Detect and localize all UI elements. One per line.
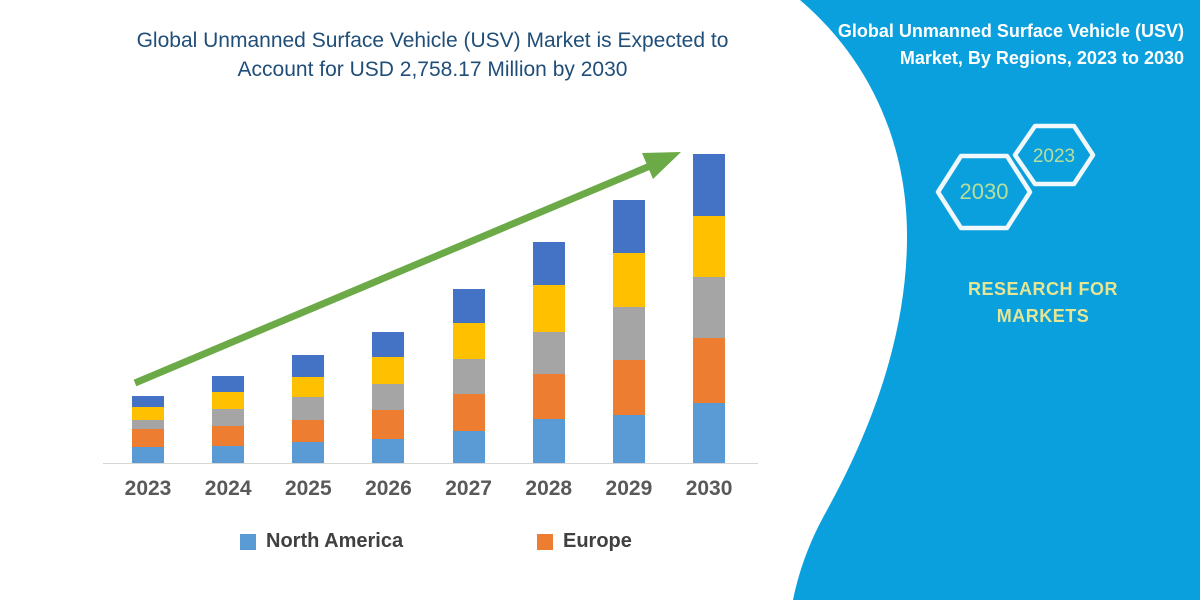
bar-2029 <box>612 199 645 463</box>
segment-europe-2024 <box>212 425 245 446</box>
segment-north-america-2028 <box>532 418 565 463</box>
segment-unlabeled-dark-blue-2025 <box>292 355 325 378</box>
segment-europe-2029 <box>612 360 645 416</box>
x-label-2023: 2023 <box>124 477 172 500</box>
x-label-2025: 2025 <box>284 477 332 500</box>
segment-unlabeled-gray-2024 <box>212 408 245 426</box>
segment-unlabeled-gray-2027 <box>452 359 485 394</box>
brand-line2: MARKETS <box>996 306 1090 326</box>
segment-unlabeled-yellow-2030 <box>693 215 726 277</box>
segment-unlabeled-gray-2023 <box>132 419 164 429</box>
segment-europe-2030 <box>693 337 726 403</box>
segment-unlabeled-gray-2025 <box>292 397 325 421</box>
chart-title-line2: Account for USD 2,758.17 Million by 2030 <box>237 58 628 81</box>
hexagon-2023 <box>1012 123 1096 187</box>
legend-swatch-north-america <box>240 533 256 550</box>
hexagon-2030-label: 2030 <box>960 179 1009 204</box>
x-label-2030: 2030 <box>685 477 733 500</box>
side-panel-title-line1: Global Unmanned Surface Vehicle (USV) <box>837 21 1184 41</box>
segment-north-america-2023 <box>132 446 164 463</box>
brand-line1: RESEARCH FOR <box>967 279 1118 299</box>
segment-unlabeled-yellow-2023 <box>132 406 164 420</box>
x-axis-line <box>103 463 758 464</box>
x-label-2026: 2026 <box>365 477 412 500</box>
segment-unlabeled-dark-blue-2027 <box>452 289 485 324</box>
x-axis-labels: 2023 2024 2025 2026 2027 2028 2029 2030 <box>0 477 1200 503</box>
x-label-2029: 2029 <box>605 477 653 500</box>
segment-europe-2023 <box>132 428 164 447</box>
bar-2025 <box>292 355 325 463</box>
segment-north-america-2026 <box>372 439 405 463</box>
segment-unlabeled-dark-blue-2024 <box>212 375 245 392</box>
legend-item-europe: Europe <box>537 530 632 553</box>
legend: North America Europe <box>0 530 1200 554</box>
segment-unlabeled-dark-blue-2029 <box>612 199 645 253</box>
segment-unlabeled-yellow-2026 <box>372 356 405 384</box>
segment-europe-2027 <box>452 393 485 431</box>
segment-unlabeled-yellow-2025 <box>292 377 325 398</box>
hexagon-2030 <box>935 153 1033 231</box>
segment-north-america-2029 <box>612 415 645 463</box>
segment-unlabeled-dark-blue-2023 <box>132 396 164 407</box>
segment-unlabeled-gray-2030 <box>693 276 726 338</box>
segment-unlabeled-dark-blue-2026 <box>372 331 405 357</box>
segment-north-america-2027 <box>452 430 485 463</box>
x-label-2028: 2028 <box>525 477 573 500</box>
segment-unlabeled-yellow-2027 <box>452 323 485 359</box>
segment-unlabeled-gray-2029 <box>612 306 645 360</box>
hexagon-2023-label: 2023 <box>1033 146 1075 167</box>
segment-unlabeled-dark-blue-2030 <box>693 153 726 216</box>
segment-unlabeled-gray-2028 <box>532 331 565 374</box>
segment-unlabeled-yellow-2029 <box>612 252 645 307</box>
segment-unlabeled-dark-blue-2028 <box>532 241 565 285</box>
segment-unlabeled-yellow-2028 <box>532 284 565 332</box>
side-panel-title-line2: Market, By Regions, 2023 to 2030 <box>899 48 1184 68</box>
segment-north-america-2030 <box>693 402 726 463</box>
x-label-2027: 2027 <box>445 477 492 500</box>
x-label-2024: 2024 <box>204 477 252 500</box>
bar-2028 <box>532 241 565 463</box>
chart-title: Global Unmanned Surface Vehicle (USV) Ma… <box>105 26 760 84</box>
segment-europe-2028 <box>532 373 565 419</box>
segment-unlabeled-yellow-2024 <box>212 391 245 409</box>
segment-north-america-2025 <box>292 442 325 463</box>
bar-2030 <box>693 153 726 463</box>
legend-swatch-europe <box>537 533 553 550</box>
legend-label: Europe <box>563 530 632 552</box>
bar-2023 <box>132 396 164 463</box>
bar-2026 <box>372 331 405 463</box>
legend-item-north-america: North America <box>240 530 403 553</box>
segment-europe-2025 <box>292 420 325 443</box>
segment-europe-2026 <box>372 409 405 440</box>
legend-label: North America <box>266 530 404 552</box>
bar-2027 <box>452 289 485 463</box>
year-hexagons: 2030 2023 <box>935 123 1096 231</box>
chart-title-line1: Global Unmanned Surface Vehicle (USV) Ma… <box>136 29 729 52</box>
side-panel-title: Global Unmanned Surface Vehicle (USV) Ma… <box>784 18 1184 72</box>
segment-north-america-2024 <box>212 445 245 463</box>
brand-text: RESEARCH FOR MARKETS <box>943 276 1143 330</box>
bar-2024 <box>212 375 245 463</box>
segment-unlabeled-gray-2026 <box>372 383 405 410</box>
